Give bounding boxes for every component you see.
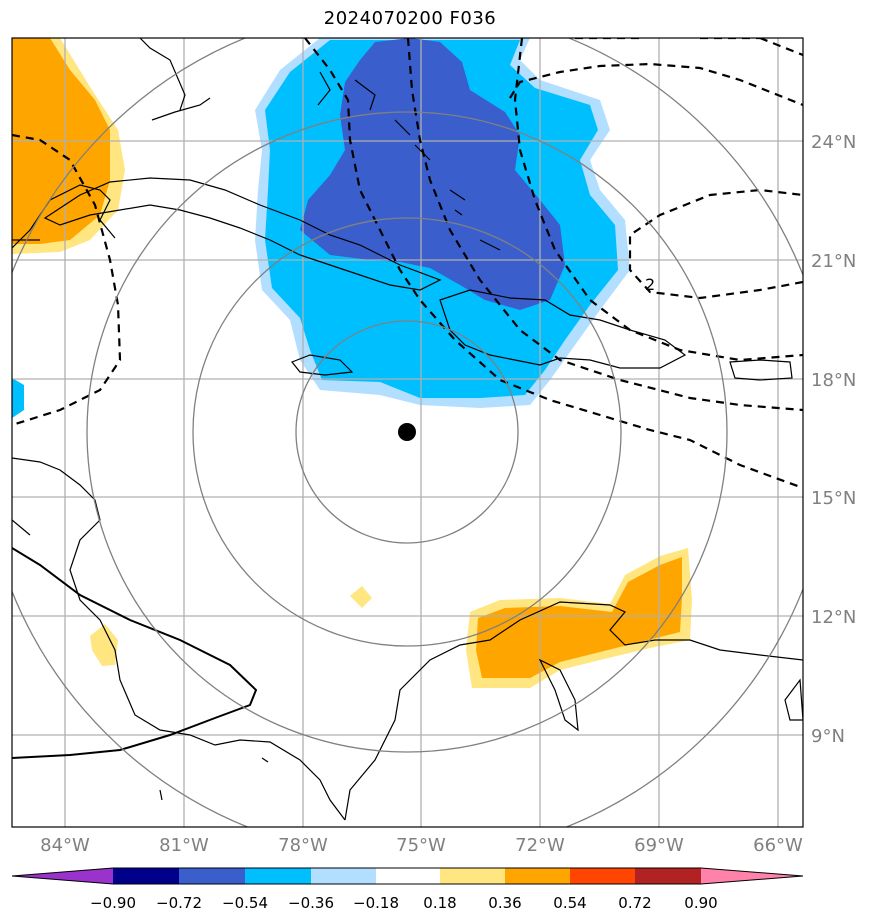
lat-tick-18n: 18°N: [811, 370, 856, 391]
map-title: 2024070200 F036: [323, 8, 497, 29]
range-rings: [12, 38, 803, 827]
lon-tick-78w: 78°W: [278, 835, 328, 856]
colorbar-bin-2: [179, 868, 245, 884]
colorbar: −0.90 −0.72 −0.54 −0.36 −0.18 0.18 0.36 …: [11, 867, 804, 912]
colorbar-bin-8: [570, 868, 635, 884]
colorbar-bin-3: [245, 868, 311, 884]
lat-tick-9n: 9°N: [811, 726, 845, 747]
lon-tick-72w: 72°W: [515, 835, 565, 856]
colorbar-bin-1: [113, 868, 179, 884]
map-frame: [11, 37, 804, 828]
lon-tick-66w: 66°W: [753, 835, 803, 856]
contour-label: 2: [645, 275, 655, 294]
colorbar-extend-high: [701, 868, 803, 884]
anomaly-yellow-honduras: [90, 624, 118, 666]
colorbar-tick: −0.90: [90, 894, 136, 912]
anomaly-royalblue-central: [300, 38, 565, 310]
colorbar-tick: 0.18: [423, 894, 456, 912]
lat-tick-12n: 12°N: [811, 607, 856, 628]
colorbar-bin-5: [376, 868, 440, 884]
colorbar-tick: 0.36: [488, 894, 521, 912]
colorbar-tick: 0.90: [684, 894, 717, 912]
graticule: [12, 38, 803, 827]
colorbar-tick: 0.54: [553, 894, 586, 912]
dashed-contours: [12, 38, 803, 490]
colorbar-tick: −0.36: [288, 894, 334, 912]
lat-tick-15n: 15°N: [811, 488, 856, 509]
anomaly-orange-se: [476, 557, 682, 678]
lat-tick-21n: 21°N: [811, 251, 856, 272]
anomaly-skyblue-west: [12, 378, 24, 418]
lon-tick-75w: 75°W: [396, 835, 446, 856]
lon-tick-84w: 84°W: [40, 835, 90, 856]
lon-ticks: 84°W 81°W 78°W 75°W 72°W 69°W 66°W: [40, 835, 803, 856]
contour-solid-sw: [12, 547, 258, 759]
colorbar-bin-4: [311, 868, 376, 884]
colorbar-tick: 0.72: [618, 894, 651, 912]
lat-ticks: 24°N 21°N 18°N 15°N 12°N 9°N: [811, 132, 856, 747]
anomaly-yellow-small-center: [350, 586, 372, 608]
storm-center-dot: [398, 423, 416, 441]
colorbar-bin-6: [440, 868, 505, 884]
colorbar-bin-7: [505, 868, 570, 884]
lon-tick-81w: 81°W: [159, 835, 209, 856]
lon-tick-69w: 69°W: [634, 835, 684, 856]
colorbar-extend-low: [12, 868, 113, 884]
colorbar-tick: −0.72: [156, 894, 202, 912]
colorbar-tick: −0.54: [222, 894, 268, 912]
lat-tick-24n: 24°N: [811, 132, 856, 153]
colorbar-bin-9: [635, 868, 701, 884]
coastlines: [12, 38, 803, 821]
colorbar-tick: −0.18: [353, 894, 399, 912]
